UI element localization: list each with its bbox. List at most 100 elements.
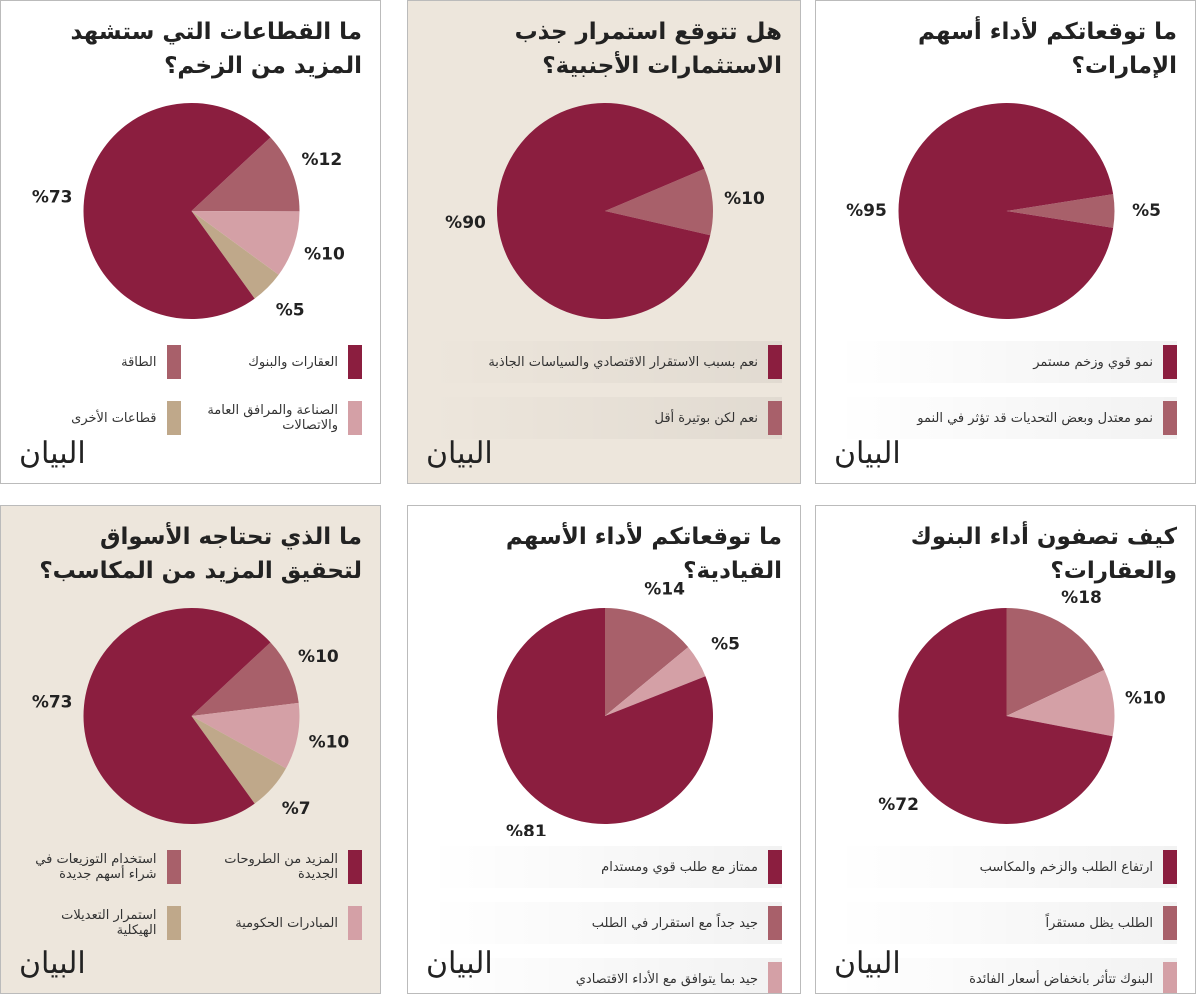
slice-label: %18: [1061, 588, 1102, 608]
legend-item: الصناعة والمرافق العامة والاتصالات: [201, 397, 362, 439]
legend-item: استمرار التعديلات الهيكلية: [19, 902, 181, 944]
legend-swatch: [166, 345, 181, 379]
slice-label: %5: [276, 300, 305, 320]
pie-slice: [898, 102, 1114, 319]
pie-slice: [1006, 194, 1115, 228]
legend: المزيد من الطروحات الجديدة استخدام التوزي…: [19, 846, 362, 958]
legend-label: جيد جداً مع استقرار في الطلب: [591, 915, 758, 931]
pie-chart: %5 %95: [846, 102, 1161, 319]
legend-item: المبادرات الحكومية: [201, 902, 362, 944]
legend-swatch: [768, 401, 782, 435]
chart-title: ما توقعاتكم لأداء أسهم الإمارات؟: [918, 19, 1177, 79]
legend-label: نعم بسبب الاستقرار الاقتصادي والسياسات ا…: [488, 354, 758, 370]
legend-item: استخدام التوزيعات في شراء أسهم جديدة: [19, 846, 181, 888]
pie-slice: [191, 716, 286, 804]
legend-item: جيد جداً مع استقرار في الطلب: [426, 902, 782, 944]
legend-swatch: [166, 906, 181, 940]
chart-panel: ما القطاعات التي ستشهد المزيد من الزخم؟%…: [0, 0, 381, 484]
pie-slice: [605, 608, 689, 716]
slice-label: %73: [32, 692, 73, 712]
brand-logo: البيان: [19, 946, 86, 981]
legend-swatch: [768, 850, 782, 884]
pie-slice: [191, 137, 300, 212]
legend-label: العقارات والبنوك: [248, 354, 338, 370]
chart-title: كيف تصفون أداء البنوك والعقارات؟: [910, 524, 1177, 584]
legend-label: ارتفاع الطلب والزخم والمكاسب: [979, 859, 1153, 875]
pie-slice: [191, 702, 300, 769]
legend-item: قطاعات الأخرى: [19, 397, 181, 439]
legend: نمو قوي وزخم مستمر نمو معتدل وبعض التحديا…: [834, 341, 1177, 453]
chart-title: هل تتوقع استمرار جذب الاستثمارات الأجنبي…: [514, 19, 782, 79]
chart-panel: هل تتوقع استمرار جذب الاستثمارات الأجنبي…: [407, 0, 801, 484]
legend-swatch: [768, 345, 782, 379]
legend: العقارات والبنوك الطاقة الصناعة والمرافق ا…: [19, 341, 362, 453]
legend-item: نمو معتدل وبعض التحديات قد تؤثر في النمو: [834, 397, 1177, 439]
legend-item: المزيد من الطروحات الجديدة: [201, 846, 362, 888]
pie-slice: [898, 608, 1113, 824]
legend-label: ممتاز مع طلب قوي ومستدام: [601, 859, 758, 875]
pie-slice: [605, 647, 706, 716]
legend-label: المزيد من الطروحات الجديدة: [224, 852, 338, 882]
legend-item: جيد بما يتوافق مع الأداء الاقتصادي: [426, 958, 782, 993]
pie-slice: [83, 608, 271, 824]
legend-label: قطاعات الأخرى: [71, 410, 157, 426]
legend-swatch: [1163, 850, 1177, 884]
pie-slice: [83, 102, 271, 319]
chart-title: ما القطاعات التي ستشهد المزيد من الزخم؟: [70, 19, 362, 79]
chart-panel: ما الذي تحتاجه الأسواق لتحقيق المزيد من …: [0, 505, 381, 994]
slice-label: %10: [298, 647, 339, 667]
legend: ممتاز مع طلب قوي ومستدام جيد جداً مع استق…: [426, 846, 782, 993]
pie-chart: %12 %10 %5 %73: [32, 102, 345, 320]
chart-title: ما الذي تحتاجه الأسواق لتحقيق المزيد من …: [39, 524, 362, 584]
legend-item: الطلب يظل مستقراً: [834, 902, 1177, 944]
pie-slice: [497, 608, 713, 824]
legend-item: ارتفاع الطلب والزخم والمكاسب: [834, 846, 1177, 888]
legend-swatch: [1163, 962, 1177, 993]
chart-panel: ما توقعاتكم لأداء أسهم الإمارات؟ %5 %95 نمو…: [815, 0, 1196, 484]
legend-label: الطاقة: [121, 354, 157, 370]
slice-label: %5: [1132, 201, 1161, 221]
slice-label: %81: [506, 822, 547, 836]
legend-item: نعم لكن بوتيرة أقل: [426, 397, 782, 439]
brand-logo: البيان: [834, 946, 901, 981]
brand-logo: البيان: [426, 436, 493, 471]
pie-slice: [191, 642, 299, 716]
legend-item: الطاقة: [19, 341, 181, 383]
slice-label: %95: [846, 201, 887, 221]
legend-item: نمو قوي وزخم مستمر: [834, 341, 1177, 383]
slice-label: %90: [445, 213, 486, 233]
legend-label: استمرار التعديلات الهيكلية: [61, 908, 157, 938]
legend-label: الطلب يظل مستقراً: [1045, 915, 1153, 931]
legend-label: المبادرات الحكومية: [235, 915, 338, 931]
pie-slice: [1006, 670, 1115, 737]
slice-label: %73: [32, 187, 73, 207]
pie-chart: %14 %5 %81: [497, 579, 740, 836]
slice-label: %14: [644, 579, 685, 599]
legend-swatch: [768, 962, 782, 993]
legend-label: نعم لكن بوتيرة أقل: [654, 410, 758, 426]
legend-swatch: [166, 850, 181, 884]
legend-swatch: [348, 401, 362, 435]
legend-label: الصناعة والمرافق العامة والاتصالات: [207, 403, 338, 433]
legend-item: العقارات والبنوك: [201, 341, 362, 383]
legend-swatch: [348, 850, 362, 884]
chart-panel: كيف تصفون أداء البنوك والعقارات؟ %18 %10 %7…: [815, 505, 1196, 994]
legend-item: ممتاز مع طلب قوي ومستدام: [426, 846, 782, 888]
legend-label: جيد بما يتوافق مع الأداء الاقتصادي: [575, 971, 758, 987]
legend-label: نمو قوي وزخم مستمر: [1033, 354, 1153, 370]
slice-label: %12: [301, 150, 342, 170]
legend-label: استخدام التوزيعات في شراء أسهم جديدة: [35, 852, 157, 882]
legend-label: البنوك تتأثر بانخفاض أسعار الفائدة: [969, 971, 1153, 987]
pie-chart: %10 %90: [445, 102, 765, 319]
legend-swatch: [768, 906, 782, 940]
slice-label: %10: [1125, 688, 1166, 708]
brand-logo: البيان: [426, 946, 493, 981]
slice-label: %10: [309, 733, 350, 753]
legend-item: نعم بسبب الاستقرار الاقتصادي والسياسات ا…: [426, 341, 782, 383]
slice-label: %72: [878, 795, 919, 815]
pie-chart: %18 %10 %72: [878, 588, 1166, 824]
pie-slice: [191, 211, 279, 299]
legend-swatch: [1163, 906, 1177, 940]
legend: ارتفاع الطلب والزخم والمكاسب الطلب يظل مس…: [834, 846, 1177, 993]
legend: نعم بسبب الاستقرار الاقتصادي والسياسات ا…: [426, 341, 782, 453]
